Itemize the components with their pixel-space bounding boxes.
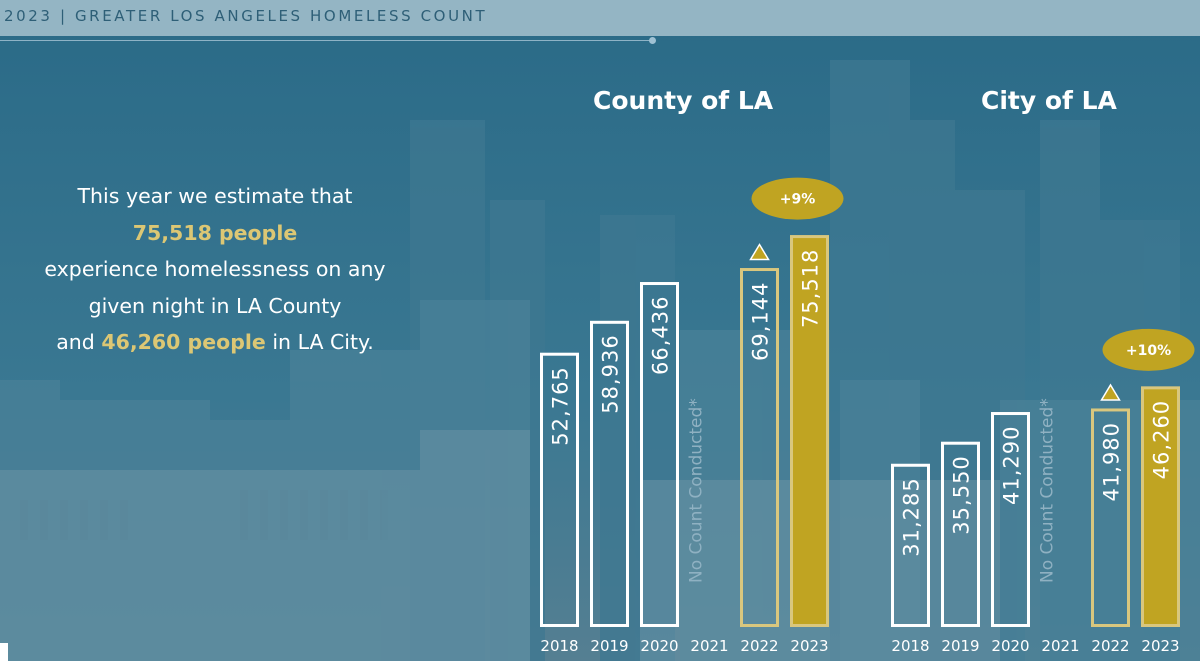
intro-line-1: This year we estimate that [77,184,353,208]
city-value-label-2023: 46,260 [1150,400,1174,479]
county-bar-2020 [640,282,679,627]
city-bar-2019 [941,441,980,628]
intro-county-count: 75,518 people [132,220,298,245]
intro-city-count: 46,260 people [101,330,266,354]
county-change-badge [751,177,844,220]
county-value-label-2018: 52,765 [549,366,573,445]
header-bar [0,0,1200,36]
county-year-label: 2022 [740,637,778,655]
city-bar-2018 [891,463,930,628]
county-value-label-2019: 58,936 [599,334,623,413]
county-year-label: 2020 [640,637,678,655]
city-bar-2022 [1091,408,1130,628]
city-no-count-note: No Count Conducted* [1038,398,1058,583]
city-year-label: 2019 [941,637,979,655]
county-chart-group: 2018 52,765 2019 58,936 2020 66,436 2021 No Cou… [540,177,844,655]
intro-paragraph: This year we estimate that 75,518 people… [20,178,410,361]
header-divider-dot [649,37,656,44]
header-divider [0,40,650,41]
city-value-label-2020: 41,290 [1000,426,1024,505]
city-bar-2020 [991,412,1030,627]
city-value-label-2022: 41,980 [1100,422,1124,501]
city-value-label-2019: 35,550 [950,455,974,534]
county-bar-2018 [540,352,579,627]
county-value-label-2023: 75,518 [799,249,823,328]
intro-and-word: and [56,330,95,354]
intro-line-2: experience homelessness on any [44,257,386,281]
city-year-label: 2018 [891,637,929,655]
page-header-title: 2023 | GREATER LOS ANGELES HOMELESS COUN… [4,7,488,25]
county-value-label-2020: 66,436 [649,296,673,375]
intro-line-4-end: in LA City. [272,330,374,354]
city-chart-group: 2018 31,285 2019 35,550 2020 41,290 2021 No Cou… [891,328,1195,655]
intro-line-4: and 46,260 people in LA City. [20,324,410,361]
city-bar-2023 [1141,386,1180,627]
county-year-label: 2021 [690,637,728,655]
county-value-label-2022: 69,144 [749,282,773,361]
city-year-label: 2022 [1091,637,1129,655]
county-no-count-note: No Count Conducted* [687,398,707,583]
city-increase-triangle-icon [1100,383,1121,401]
county-chart-title: County of LA [593,86,774,115]
county-increase-triangle-icon [749,243,770,261]
county-change-label: +9% [780,192,816,208]
city-year-label: 2021 [1041,637,1079,655]
county-year-label: 2023 [790,637,828,655]
city-value-label-2018: 31,285 [900,477,924,556]
city-chart-title: City of LA [981,86,1117,115]
county-bar-2019 [590,320,629,627]
intro-line-3: given night in LA County [88,293,342,318]
city-change-badge [1102,328,1195,371]
county-year-label: 2018 [540,637,578,655]
county-bar-2022 [740,268,779,627]
city-change-label: +10% [1126,343,1171,359]
city-year-label: 2023 [1141,637,1179,655]
county-bar-2023 [790,235,829,628]
corner-logo-fragment [0,643,8,661]
county-year-label: 2019 [590,637,628,655]
city-year-label: 2020 [991,637,1029,655]
